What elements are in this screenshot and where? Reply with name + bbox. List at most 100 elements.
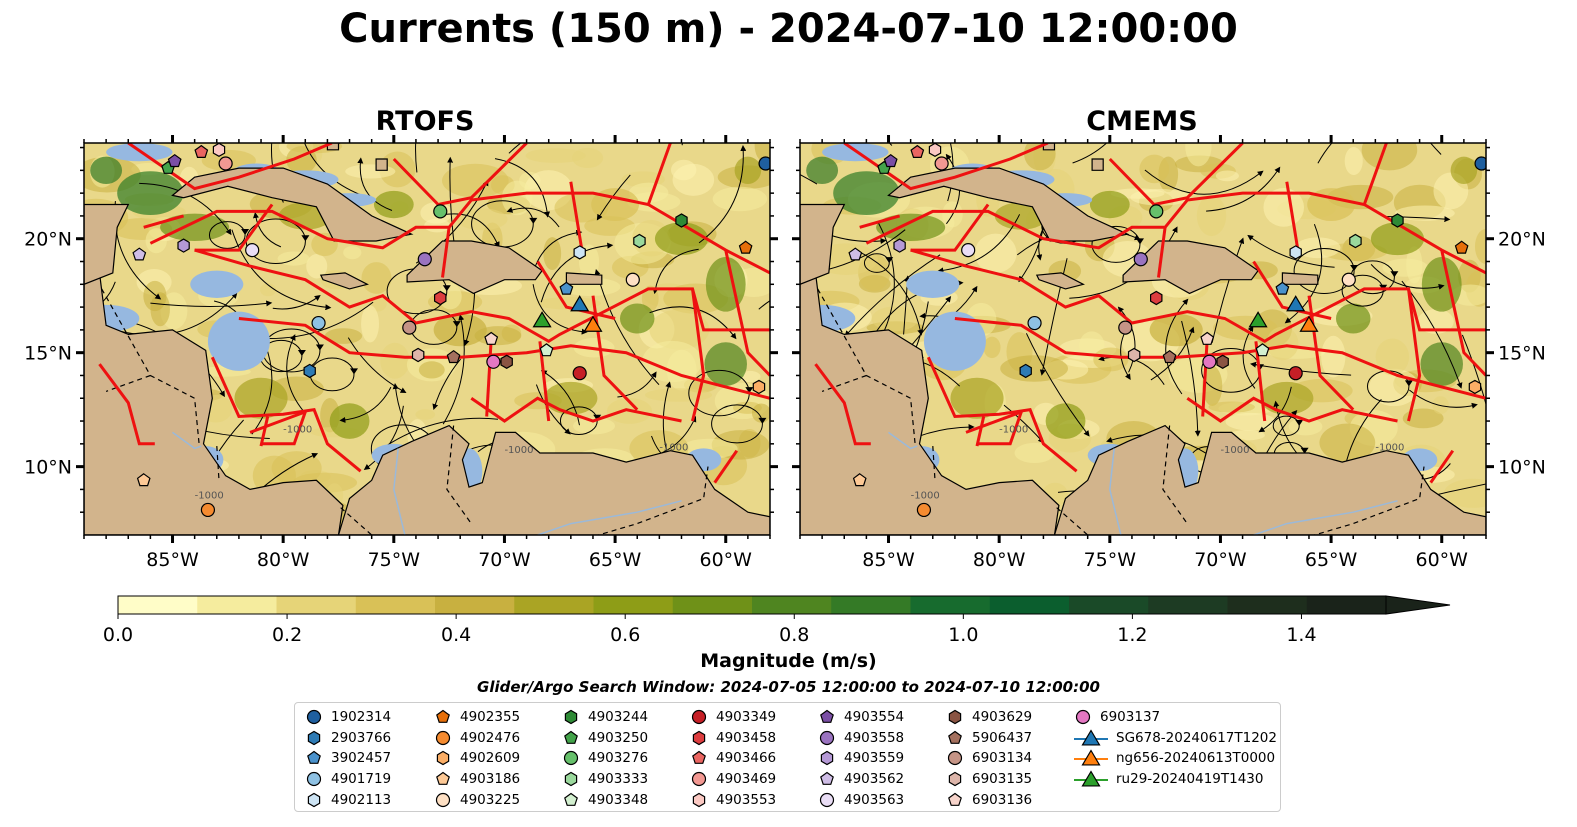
legend-marker-icon bbox=[819, 792, 835, 807]
colorbar-segment bbox=[593, 596, 674, 614]
legend-marker bbox=[692, 751, 706, 765]
lon-tick-label: 75°W bbox=[1084, 549, 1137, 571]
legend-marker-icon bbox=[691, 771, 707, 787]
magnitude-patch bbox=[361, 305, 380, 343]
legend-label: 4903186 bbox=[460, 771, 521, 788]
platform-2903766 bbox=[1019, 363, 1032, 379]
legend-item: 4903553 bbox=[690, 789, 776, 810]
platform-1902314 bbox=[758, 156, 770, 171]
isobath-label: -1000 bbox=[999, 424, 1028, 435]
legend-item: 4903276 bbox=[562, 748, 648, 769]
current-streamline bbox=[415, 143, 418, 173]
streamline-arrow bbox=[297, 350, 306, 356]
platform-6903136 bbox=[484, 331, 499, 345]
legend-item: 4903458 bbox=[690, 728, 776, 749]
lon-tick-label: 60°W bbox=[700, 549, 753, 571]
country-border bbox=[340, 507, 373, 535]
legend-label: 4903244 bbox=[588, 709, 649, 726]
platform-4903349 bbox=[572, 366, 587, 381]
magnitude-patch bbox=[380, 342, 410, 379]
eez-boundary bbox=[1108, 143, 1244, 207]
streamline-arrow bbox=[529, 217, 538, 224]
legend-marker-icon bbox=[563, 751, 579, 766]
legend-label: 2903766 bbox=[331, 729, 392, 746]
legend-item: 4903466 bbox=[690, 748, 776, 769]
legend-item: 5906437 bbox=[946, 728, 1032, 749]
country-border bbox=[101, 288, 200, 444]
land-area bbox=[1281, 272, 1319, 285]
river bbox=[1253, 500, 1398, 535]
map-frame bbox=[799, 142, 1487, 536]
legend-item: 4903244 bbox=[562, 707, 648, 728]
platform-4903563 bbox=[961, 243, 976, 258]
strong-current-patch bbox=[117, 171, 184, 216]
platform-6903137 bbox=[486, 354, 501, 369]
strong-current-patch bbox=[1450, 156, 1478, 185]
eez-boundary bbox=[1186, 396, 1398, 423]
colorbar-tick-label: 1.2 bbox=[1117, 624, 1147, 646]
strong-current-patch bbox=[704, 342, 747, 386]
streamline-arrow bbox=[1295, 419, 1304, 426]
legend-marker bbox=[1081, 729, 1101, 746]
current-streamline bbox=[540, 370, 580, 426]
land-area bbox=[171, 167, 414, 242]
colorbar-tick-label: 0.6 bbox=[610, 624, 640, 646]
magnitude-patch bbox=[456, 208, 508, 231]
magnitude-patch bbox=[418, 361, 445, 379]
legend-item: 6903135 bbox=[946, 769, 1032, 790]
legend-marker-icon bbox=[436, 771, 450, 785]
eez-boundary bbox=[1157, 227, 1167, 278]
colorbar-segment bbox=[435, 596, 515, 614]
platform-4903629 bbox=[1216, 354, 1229, 369]
legend-marker-icon bbox=[1075, 710, 1091, 725]
legend-label: 1902314 bbox=[331, 709, 392, 726]
legend-marker-icon bbox=[820, 710, 834, 724]
strong-current-patch bbox=[1045, 403, 1086, 439]
current-streamline bbox=[1025, 333, 1090, 437]
platform-1902314 bbox=[1474, 156, 1486, 171]
platform-SG678-20240617T1202 bbox=[570, 295, 590, 312]
legend-label: 4903276 bbox=[588, 750, 649, 767]
country-border bbox=[216, 446, 220, 481]
magnitude-patch bbox=[1443, 478, 1486, 508]
current-streamline bbox=[442, 314, 465, 425]
platform-3902457 bbox=[1275, 281, 1290, 295]
legend-label: 6903136 bbox=[972, 791, 1033, 808]
lat-tick-label: 15°N bbox=[24, 343, 72, 365]
current-streamline bbox=[506, 207, 560, 228]
strong-current-patch bbox=[373, 190, 414, 219]
eez-boundary bbox=[814, 363, 871, 446]
legend-item: 4902113 bbox=[305, 789, 391, 810]
legend-item: 4902476 bbox=[434, 728, 520, 749]
platform-4903276 bbox=[1149, 204, 1164, 219]
eez-boundary bbox=[238, 317, 770, 400]
magnitude-patch bbox=[1344, 146, 1363, 176]
legend-marker bbox=[436, 710, 450, 724]
legend-marker bbox=[564, 771, 578, 787]
legend-label: ru29-20240419T1430 bbox=[1116, 771, 1264, 788]
legend-item: 1902314 bbox=[305, 707, 391, 728]
legend-item: 4903559 bbox=[818, 748, 904, 769]
current-streamline bbox=[357, 157, 393, 211]
streamline-arrow bbox=[350, 368, 358, 375]
legend-item: 4903629 bbox=[946, 707, 1032, 728]
eez-boundary bbox=[1252, 260, 1332, 320]
streamline-arrow bbox=[745, 387, 754, 394]
legend-marker-icon bbox=[948, 792, 962, 806]
legend-marker bbox=[307, 730, 321, 746]
legend-label: 4903333 bbox=[588, 771, 649, 788]
eez-boundary bbox=[843, 143, 1049, 191]
land-area bbox=[565, 272, 603, 285]
legend-marker bbox=[948, 771, 962, 787]
legend-marker bbox=[691, 771, 707, 787]
strong-current-patch bbox=[160, 213, 230, 241]
eez-boundary bbox=[1440, 249, 1486, 377]
platform-SG678-20240617T1202 bbox=[1286, 295, 1306, 312]
legend-marker bbox=[435, 792, 451, 807]
magnitude-patch bbox=[1014, 442, 1055, 464]
legend-marker-icon bbox=[435, 792, 451, 807]
eez-boundary bbox=[975, 416, 986, 447]
lat-tick-label: 10°N bbox=[24, 457, 72, 479]
legend-label: 4902609 bbox=[460, 750, 521, 767]
legend-label: 4903558 bbox=[844, 729, 905, 746]
